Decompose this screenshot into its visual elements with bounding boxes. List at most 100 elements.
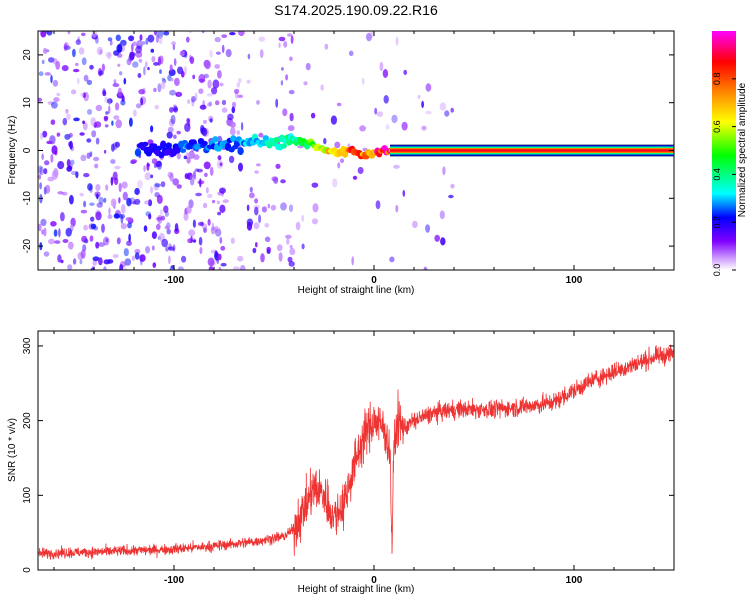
spectrogram-blob (86, 79, 93, 86)
spectrogram-blob (166, 131, 173, 139)
spectrogram-blob (146, 162, 150, 171)
spectrogram-blob (135, 45, 143, 54)
spectrogram-blob (41, 59, 45, 65)
spectrogram-blob (83, 91, 89, 102)
spectrogram-blob (108, 105, 111, 114)
spectrogram-blob (192, 74, 196, 80)
spectrogram-blob (229, 31, 236, 36)
spectrogram-blob (202, 31, 205, 34)
spectrogram-blob (289, 112, 294, 122)
spectrogram-blob (231, 101, 237, 109)
spectrogram-blob (203, 161, 211, 170)
spectrogram-blob (163, 31, 170, 36)
spectrogram-blob (395, 36, 399, 46)
spectrogram-blob (129, 51, 135, 61)
spectrogram-blob (150, 174, 154, 179)
spectrogram-blob (120, 39, 127, 47)
spectrogram-blob (129, 117, 133, 127)
spectrogram-blob (69, 159, 75, 166)
spectrogram-blob (70, 170, 78, 176)
spectrogram-blob (132, 61, 139, 68)
spectrogram-blob (120, 223, 127, 230)
spectrogram-blob (50, 221, 57, 227)
spectrogram-blob (95, 241, 100, 249)
spectrogram-blob (219, 162, 223, 167)
spectrogram-blob (103, 149, 107, 154)
spectrogram-blob (264, 236, 271, 243)
spectrogram-blob (53, 97, 60, 103)
spectrogram-blob (103, 266, 107, 270)
spectrogram-blob (167, 126, 174, 133)
spectrogram-blob (276, 244, 283, 252)
spectrogram-blob (188, 229, 196, 237)
spectrogram-blob (118, 182, 122, 193)
snr-x-label: Height of straight line (km) (298, 584, 415, 595)
ridge-blob (230, 135, 237, 143)
spectrogram-blob (82, 121, 88, 131)
spectrogram-blob (44, 72, 51, 76)
spectrogram-blob (324, 43, 329, 50)
spectrogram-blob (290, 35, 294, 44)
spectrogram-blob (150, 186, 153, 194)
spectrogram-blob (195, 192, 203, 197)
colorbar: 0.0 0.2 0.4 0.6 0.8 Normalized spectral ampl… (712, 31, 748, 276)
spectrogram-blob (110, 159, 116, 164)
spectrogram-blob (189, 178, 195, 186)
spectrogram-blob (95, 36, 99, 44)
spectrogram-blob (144, 61, 148, 68)
spectrogram-blob (221, 34, 228, 38)
spectrogram-blob (209, 50, 214, 58)
spectrogram-blob (163, 205, 169, 213)
spectrogram-blob (258, 36, 266, 42)
spectrogram-blob (288, 204, 294, 212)
colorbar-tick-label: 0.2 (712, 216, 722, 229)
spectrogram-blob (193, 154, 200, 160)
spectrogram-blob (246, 204, 250, 212)
colorbar-tick-label: 0.4 (712, 168, 722, 181)
spectrogram-blob (96, 193, 99, 200)
spectrogram-blob (412, 220, 418, 229)
spectrogram-blob (348, 50, 354, 57)
spectrogram-blob (143, 165, 146, 172)
spectrogram-blob (139, 34, 143, 41)
spectrogram-blob (119, 264, 124, 270)
spectrogram-blob (161, 238, 169, 248)
spectrogram-blob (145, 246, 150, 254)
spectrogram-blob (434, 234, 441, 242)
spectrogram-blob (48, 57, 55, 63)
spectrogram-blob (89, 202, 95, 206)
spectrogram-blob (206, 187, 209, 194)
y-tick-label: 200 (22, 412, 33, 429)
spectrogram-blob (157, 31, 164, 39)
spectrogram-blob (155, 216, 162, 221)
spectrogram-blob (210, 226, 216, 235)
spectrogram-blob (126, 240, 132, 246)
spectrogram-blob (311, 182, 319, 188)
spectrogram-blob (238, 31, 245, 37)
spectrogram-blob (191, 99, 195, 107)
spectrogram-blob (264, 223, 270, 228)
spectrogram-blob (339, 158, 345, 163)
spectrogram-blob (155, 34, 159, 44)
spectrogram-blob (126, 197, 132, 207)
spectrogram-blob (40, 132, 44, 140)
spectrogram-blob (80, 249, 86, 259)
spectrogram-blob (92, 256, 100, 262)
spectrogram-blob (247, 53, 251, 60)
spectrogram-blob (62, 117, 68, 126)
spectrogram-blob (173, 134, 177, 139)
spectrogram-blob (165, 246, 169, 252)
spectrogram-blob (374, 107, 378, 115)
spectrogram-blob (151, 158, 158, 165)
ridge-blob (273, 136, 280, 144)
spectrogram-blob (181, 70, 185, 78)
spectrogram-blob (370, 31, 374, 38)
spectrogram-blob (352, 175, 358, 180)
spectrogram-blob (203, 119, 207, 124)
spectrogram-blob (238, 162, 243, 172)
spectrogram-blob (280, 80, 284, 86)
spectrogram-blob (144, 200, 150, 205)
spectrogram-blob (219, 204, 226, 213)
spectrogram-blob (94, 163, 99, 169)
